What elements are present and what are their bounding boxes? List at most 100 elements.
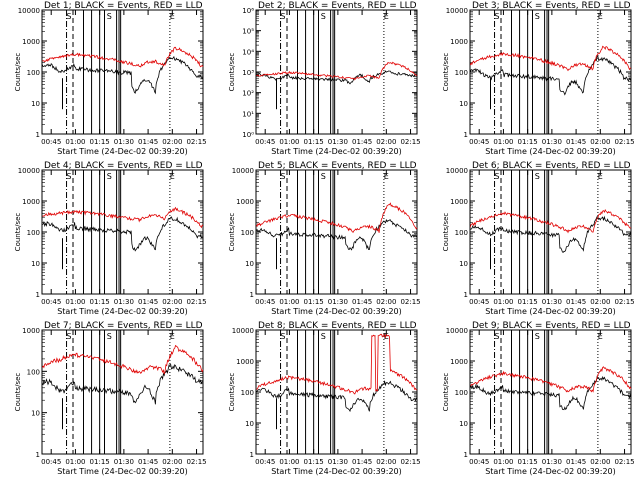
y-tick-label: 100 [27, 368, 40, 376]
x-tick-label: 02:15 [614, 138, 634, 146]
y-tick-label: 10⁴ [242, 48, 254, 56]
y-tick-label: 1000 [22, 327, 40, 335]
y-tick-label: 10000 [446, 327, 468, 335]
x-tick-label: 01:45 [566, 138, 586, 146]
y-tick-label: 10000 [446, 167, 468, 175]
x-axis-label: Start Time (24-Dec-02 00:39:20) [485, 147, 616, 156]
panel-det-8: Det 8; BLACK = Events, RED = LLD 1 10 100 10… [228, 321, 421, 476]
y-tick-label: 1000 [450, 38, 468, 46]
y-tick-label: 100 [455, 389, 468, 397]
y-axis-label: Counts/sec [14, 53, 22, 92]
x-tick-label: 00:45 [41, 298, 61, 306]
x-tick-label: 02:00 [376, 138, 396, 146]
y-tick-label: 10⁵ [242, 28, 254, 36]
flag-label: S [535, 172, 540, 181]
flag-label: S [280, 172, 285, 181]
y-tick-label: 10⁶ [242, 7, 254, 15]
plot-frame [255, 329, 418, 455]
y-tick-label: 10¹ [242, 110, 254, 118]
y-tick-label: 10 [31, 260, 40, 268]
x-axis-label: Start Time (24-Dec-02 00:39:20) [485, 307, 616, 316]
x-tick-label: 01:00 [493, 138, 513, 146]
y-tick-label: 1 [36, 451, 40, 459]
x-tick-label: 02:15 [400, 138, 420, 146]
flag-label: S [107, 12, 112, 21]
x-tick-label: 01:30 [114, 138, 134, 146]
y-tick-label: 1 [464, 291, 468, 299]
panel-det-7: Det 7; BLACK = Events, RED = LLD 1 10 100 10… [14, 321, 207, 476]
y-tick-label: 1000 [236, 198, 254, 206]
flag-label: S [280, 332, 285, 341]
x-tick-label: 01:00 [279, 298, 299, 306]
x-tick-label: 01:15 [304, 138, 324, 146]
x-tick-label: 02:15 [186, 298, 206, 306]
y-axis-label: Counts/sec [228, 53, 236, 92]
events-series-line [256, 70, 418, 85]
y-tick-label: 10 [459, 260, 468, 268]
x-tick-label: 00:45 [469, 138, 489, 146]
panel-det-1: Det 1; BLACK = Events, RED = LLD 1 10 100 10… [14, 1, 207, 156]
flag-label: E [598, 12, 603, 21]
x-tick-label: 01:45 [352, 298, 372, 306]
plot-frame [41, 9, 204, 135]
x-tick-label: 01:45 [352, 138, 372, 146]
lld-series-line [470, 366, 632, 393]
events-series-line [255, 218, 418, 251]
y-tick-label: 1 [250, 451, 254, 459]
x-tick-label: 01:15 [90, 138, 110, 146]
panel-title: Det 9; BLACK = Events, RED = LLD [472, 321, 631, 331]
y-tick-label: 100 [241, 229, 254, 237]
y-tick-label: 1000 [450, 198, 468, 206]
y-tick-label: 1 [36, 131, 40, 139]
flag-label: S [494, 12, 499, 21]
x-tick-label: 00:45 [469, 458, 489, 466]
lld-series-line [41, 344, 204, 375]
y-axis-label: Counts/sec [228, 373, 236, 412]
x-tick-label: 01:00 [493, 458, 513, 466]
x-tick-label: 01:15 [304, 458, 324, 466]
panel-title: Det 5; BLACK = Events, RED = LLD [258, 161, 417, 171]
x-tick-label: 00:45 [41, 458, 61, 466]
y-tick-label: 1000 [450, 358, 468, 366]
y-axis-label: Counts/sec [442, 53, 450, 92]
flag-label: S [535, 12, 540, 21]
x-axis-label: Start Time (24-Dec-02 00:39:20) [271, 467, 402, 476]
x-tick-label: 01:30 [114, 298, 134, 306]
x-axis-label: Start Time (24-Dec-02 00:39:20) [271, 147, 402, 156]
y-tick-label: 10000 [18, 7, 40, 15]
lld-series-line [42, 206, 204, 229]
y-tick-label: 1 [36, 291, 40, 299]
x-tick-label: 01:15 [90, 458, 110, 466]
panel-det-3: Det 3; BLACK = Events, RED = LLD 1 10 100 10… [442, 1, 635, 156]
x-axis-label: Start Time (24-Dec-02 00:39:20) [57, 467, 188, 476]
flag-label: S [66, 12, 71, 21]
x-tick-label: 02:00 [590, 138, 610, 146]
x-tick-label: 01:30 [114, 458, 134, 466]
flag-label: S [280, 12, 285, 21]
x-axis-label: Start Time (24-Dec-02 00:39:20) [485, 467, 616, 476]
panel-title: Det 2; BLACK = Events, RED = LLD [258, 1, 417, 11]
flag-label: S [321, 12, 326, 21]
y-tick-label: 10000 [232, 327, 254, 335]
x-tick-label: 01:45 [138, 458, 158, 466]
y-axis-label: Counts/sec [228, 213, 236, 252]
y-tick-label: 10000 [18, 167, 40, 175]
panel-det-9: Det 9; BLACK = Events, RED = LLD 1 10 100 10… [442, 321, 635, 476]
x-tick-label: 01:15 [90, 298, 110, 306]
lld-series-line [256, 333, 418, 395]
flag-label: E [170, 172, 175, 181]
y-tick-label: 1000 [22, 38, 40, 46]
events-series-line [42, 363, 204, 405]
y-tick-label: 10 [459, 420, 468, 428]
x-tick-label: 01:00 [279, 138, 299, 146]
flag-label: S [107, 332, 112, 341]
x-tick-label: 01:00 [279, 458, 299, 466]
y-axis-label: Counts/sec [14, 373, 22, 412]
panel-title: Det 7; BLACK = Events, RED = LLD [44, 321, 203, 331]
panel-title: Det 3; BLACK = Events, RED = LLD [472, 1, 631, 11]
x-tick-label: 02:00 [162, 298, 182, 306]
flag-label: E [384, 332, 389, 341]
x-tick-label: 02:15 [186, 458, 206, 466]
x-tick-label: 01:15 [518, 458, 538, 466]
y-tick-label: 10 [31, 410, 40, 418]
